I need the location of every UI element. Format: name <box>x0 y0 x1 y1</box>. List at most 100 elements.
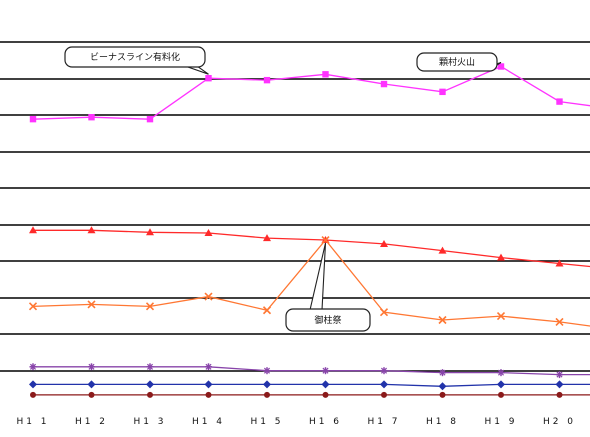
data-point-marker <box>438 246 447 254</box>
callout: 御柱祭 <box>285 242 371 332</box>
data-point-marker <box>29 226 37 234</box>
data-point-marker <box>87 226 96 234</box>
x-tick-label: H1 9 <box>484 417 517 427</box>
data-point-marker <box>87 300 96 309</box>
data-point-marker <box>556 98 563 105</box>
data-point-marker <box>29 380 37 389</box>
x-tick-label: H1 3 <box>133 417 166 427</box>
data-point-marker <box>87 380 96 389</box>
series-group <box>28 235 590 327</box>
data-point-marker <box>204 380 213 389</box>
callout: 顆村火山 <box>416 52 502 72</box>
data-point-marker <box>556 391 563 398</box>
data-point-marker <box>205 391 212 398</box>
data-point-marker <box>380 239 388 247</box>
annotation-label: 顆村火山 <box>439 56 475 68</box>
marker-stroke <box>438 315 447 325</box>
data-point-marker <box>146 228 154 236</box>
data-point-marker <box>204 292 213 301</box>
data-point-marker <box>439 391 446 398</box>
data-point-marker <box>555 259 564 267</box>
data-point-marker <box>556 371 563 379</box>
data-point-marker <box>497 253 505 261</box>
series-group <box>29 380 590 391</box>
marker-stroke <box>146 363 154 370</box>
data-point-marker <box>147 391 153 398</box>
data-point-marker <box>555 317 564 327</box>
callout-box <box>285 308 371 332</box>
series-line <box>33 229 590 268</box>
data-point-marker <box>146 115 154 123</box>
callout: ビーナスライン有料化 <box>64 46 209 75</box>
annotation-label: 御柱祭 <box>314 314 341 326</box>
marker-stroke <box>88 363 95 370</box>
marker-stroke <box>262 306 272 315</box>
series-group <box>29 226 590 268</box>
data-point-marker <box>497 63 505 70</box>
data-point-marker <box>29 363 37 371</box>
data-point-marker <box>380 367 388 375</box>
marker-stroke <box>204 292 213 301</box>
x-tick-label: H1 1 <box>16 417 49 427</box>
x-tick-label: H1 8 <box>426 417 459 427</box>
x-axis-tick-labels: H1 1 H1 2 H1 3 H1 4 H1 5 H1 6 H1 7 H1 8 H1 9 H2 0 <box>16 417 573 427</box>
marker-stroke <box>321 235 330 245</box>
marker-stroke <box>380 367 388 374</box>
annotation-label: ビーナスライン有料化 <box>90 51 180 63</box>
data-point-marker <box>555 380 564 389</box>
data-point-marker <box>146 380 154 389</box>
data-point-marker <box>322 391 329 398</box>
data-point-marker <box>263 76 271 84</box>
marker-stroke <box>379 308 389 317</box>
x-tick-label: H1 2 <box>75 417 108 427</box>
marker-stroke <box>322 367 329 374</box>
x-tick-label: H1 7 <box>367 417 400 427</box>
series-group <box>30 391 590 398</box>
data-point-marker <box>88 391 95 398</box>
data-point-marker <box>380 80 388 88</box>
data-point-marker <box>28 302 38 311</box>
data-point-marker <box>145 302 155 311</box>
marker-stroke <box>496 312 506 321</box>
data-point-marker <box>381 391 387 398</box>
marker-stroke <box>87 300 96 309</box>
x-tick-label: H1 4 <box>192 417 225 427</box>
series-group <box>29 63 590 123</box>
data-point-marker <box>322 367 329 375</box>
data-point-marker <box>379 308 389 317</box>
x-tick-label: H1 5 <box>250 417 283 427</box>
data-point-marker <box>205 363 212 371</box>
data-point-marker <box>88 363 95 371</box>
marker-stroke <box>145 302 155 311</box>
data-point-marker <box>263 380 271 389</box>
grid-lines <box>0 41 590 372</box>
callout-box <box>64 46 206 68</box>
data-point-marker <box>438 315 447 325</box>
marker-stroke <box>29 363 37 370</box>
marker-stroke <box>28 302 38 311</box>
marker-stroke <box>555 317 564 327</box>
data-point-marker <box>380 380 388 389</box>
data-point-marker <box>439 369 446 377</box>
data-point-marker <box>30 391 36 398</box>
series-group <box>29 363 590 379</box>
data-point-marker <box>204 229 213 237</box>
marker-stroke <box>556 371 563 378</box>
x-tick-label: H1 6 <box>309 417 342 427</box>
data-point-marker <box>322 71 329 78</box>
data-point-marker <box>29 115 37 123</box>
series-layer <box>28 63 590 398</box>
marker-stroke <box>263 367 271 374</box>
data-point-marker <box>497 369 505 377</box>
data-point-marker <box>439 88 446 96</box>
data-point-marker <box>264 391 270 398</box>
marker-stroke <box>205 363 212 370</box>
callout-box <box>416 52 498 72</box>
data-point-marker <box>497 380 505 389</box>
data-point-marker <box>146 363 154 371</box>
series-line <box>32 65 590 120</box>
data-point-marker <box>496 312 506 321</box>
data-point-marker <box>88 114 95 121</box>
